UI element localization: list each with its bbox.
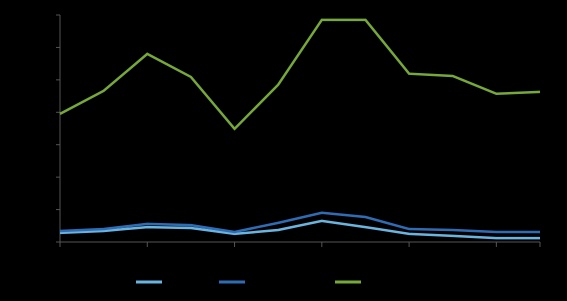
series-line <box>59 18 541 131</box>
series-line <box>59 211 540 234</box>
series-line <box>59 219 540 240</box>
